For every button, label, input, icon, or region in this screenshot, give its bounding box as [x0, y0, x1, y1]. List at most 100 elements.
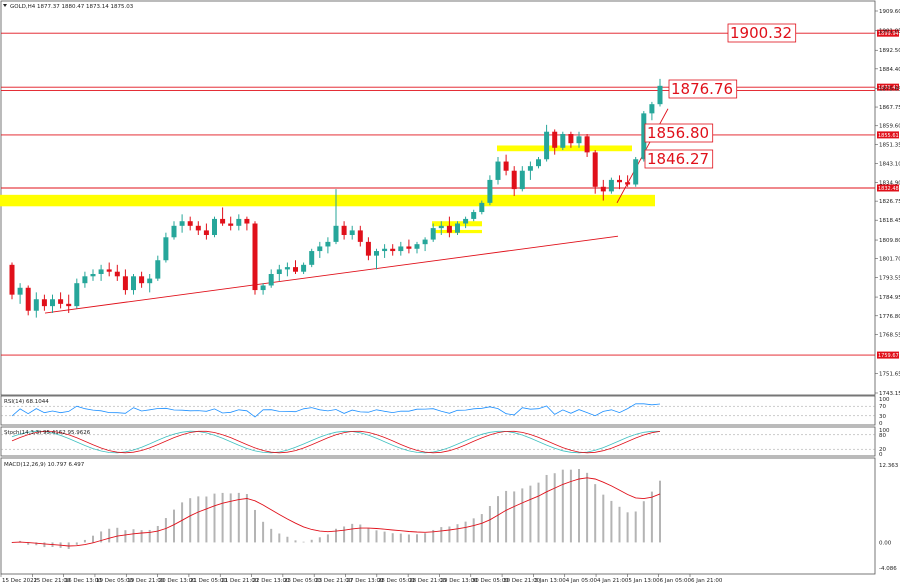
annotation-box-1 [668, 79, 738, 99]
candle-10 [90, 274, 96, 277]
price-tick-13: 1801.70 [879, 257, 900, 263]
candle-15 [131, 276, 136, 291]
macd-bar-38 [318, 537, 321, 543]
candle-40 [333, 225, 339, 242]
macd-bar-72 [594, 484, 597, 543]
stochastic-header: Stoch(14,3,3) 95.4162 95.9626 [4, 430, 91, 436]
stoch-tick-1: 80 [879, 433, 886, 439]
candle-30 [252, 223, 258, 291]
time-tick-3: 19 Dec 05:00 [96, 578, 133, 584]
time-tick-14: 29 Dec 13:00 [440, 578, 477, 584]
annotation-box-3 [644, 149, 714, 169]
macd-bar-4 [43, 542, 46, 548]
candle-12 [106, 269, 112, 272]
rsi-tick-1: 70 [879, 404, 886, 410]
candle-77 [633, 159, 639, 185]
price-tick-18: 1751.65 [879, 371, 900, 377]
macd-tick-1: 0.00 [879, 540, 892, 546]
candle-76 [625, 182, 631, 185]
candle-1 [17, 287, 23, 295]
stoch-signal-line [11, 430, 661, 454]
candle-27 [228, 223, 234, 226]
candle-38 [317, 246, 323, 252]
annotation-box-2 [644, 123, 714, 143]
candle-11 [98, 269, 104, 275]
macd-bar-77 [634, 511, 637, 543]
macd-bar-66 [545, 474, 548, 543]
time-tick-5: 20 Dec 13:00 [159, 578, 196, 584]
collapse-triangle-icon[interactable] [3, 4, 7, 7]
candle-65 [536, 159, 541, 167]
time-tick-4: 19 Dec 21:00 [127, 578, 164, 584]
time-tick-17: 3 Jan 13:00 [534, 578, 566, 584]
candle-72 [592, 152, 598, 187]
time-tick-11: 27 Dec 13:00 [347, 578, 384, 584]
price-tick-14: 1793.55 [879, 275, 900, 281]
candle-20 [171, 225, 177, 238]
macd-bar-39 [326, 534, 329, 543]
candle-42 [349, 230, 355, 235]
candle-25 [212, 218, 217, 235]
macd-bar-43 [359, 524, 362, 543]
macd-bar-10 [92, 535, 94, 543]
macd-bar-37 [310, 539, 313, 543]
candle-31 [260, 285, 266, 291]
candle-59 [487, 179, 493, 203]
candle-45 [374, 251, 379, 256]
time-tick-13: 28 Dec 21:00 [409, 578, 446, 584]
macd-bar-27 [229, 493, 232, 543]
macd-bar-25 [213, 493, 216, 543]
macd-bar-42 [351, 523, 354, 543]
candle-23 [195, 225, 201, 231]
candle-46 [382, 248, 388, 252]
candle-60 [495, 161, 501, 180]
candle-62 [511, 170, 517, 190]
macd-bar-57 [472, 518, 475, 543]
level-tag-4: 1832.48 [878, 186, 899, 192]
price-tick-8: 1843.10 [879, 162, 900, 168]
candle-66 [544, 131, 550, 160]
macd-bar-53 [440, 527, 443, 543]
macd-bar-33 [278, 533, 281, 543]
macd-bar-74 [610, 500, 613, 543]
annotation-label-2: 1856.80 [647, 124, 709, 142]
price-tick-9: 1834.90 [879, 180, 900, 186]
time-tick-19: 4 Jan 21:00 [597, 578, 629, 584]
macd-panel[interactable] [0, 457, 876, 575]
macd-bar-73 [602, 494, 605, 543]
macd-bar-65 [537, 482, 540, 543]
macd-bar-8 [75, 542, 78, 545]
macd-bar-78 [642, 501, 645, 543]
candle-54 [446, 225, 452, 233]
macd-bar-44 [367, 528, 370, 543]
macd-tick-2: -4.086 [879, 566, 897, 572]
macd-bar-54 [448, 526, 451, 543]
candle-63 [519, 170, 525, 190]
candle-5 [50, 299, 55, 307]
candle-34 [284, 267, 290, 270]
macd-bar-75 [618, 506, 621, 543]
rsi-panel[interactable] [0, 395, 876, 426]
macd-bar-26 [221, 492, 224, 543]
macd-bar-58 [480, 514, 483, 543]
candle-28 [236, 218, 242, 226]
stoch-tick-3: 0 [879, 452, 883, 458]
candle-0 [9, 264, 15, 295]
annotation-label-3: 1846.27 [647, 150, 709, 168]
macd-bar-47 [391, 533, 394, 543]
level-tag-bg-1 [877, 83, 899, 91]
macd-bar-13 [116, 527, 119, 543]
candle-70 [576, 136, 582, 144]
price-tick-1: 1901.05 [879, 29, 900, 35]
level-tag-bg-3 [877, 131, 899, 139]
candle-50 [414, 244, 420, 249]
stoch-tick-0: 100 [879, 428, 890, 434]
macd-bar-24 [205, 496, 208, 543]
candle-56 [463, 218, 469, 224]
macd-bar-14 [124, 530, 127, 543]
macd-bar-3 [35, 542, 38, 546]
stochastic-panel[interactable] [0, 426, 876, 457]
candle-80 [657, 85, 663, 105]
macd-bar-18 [156, 525, 159, 543]
